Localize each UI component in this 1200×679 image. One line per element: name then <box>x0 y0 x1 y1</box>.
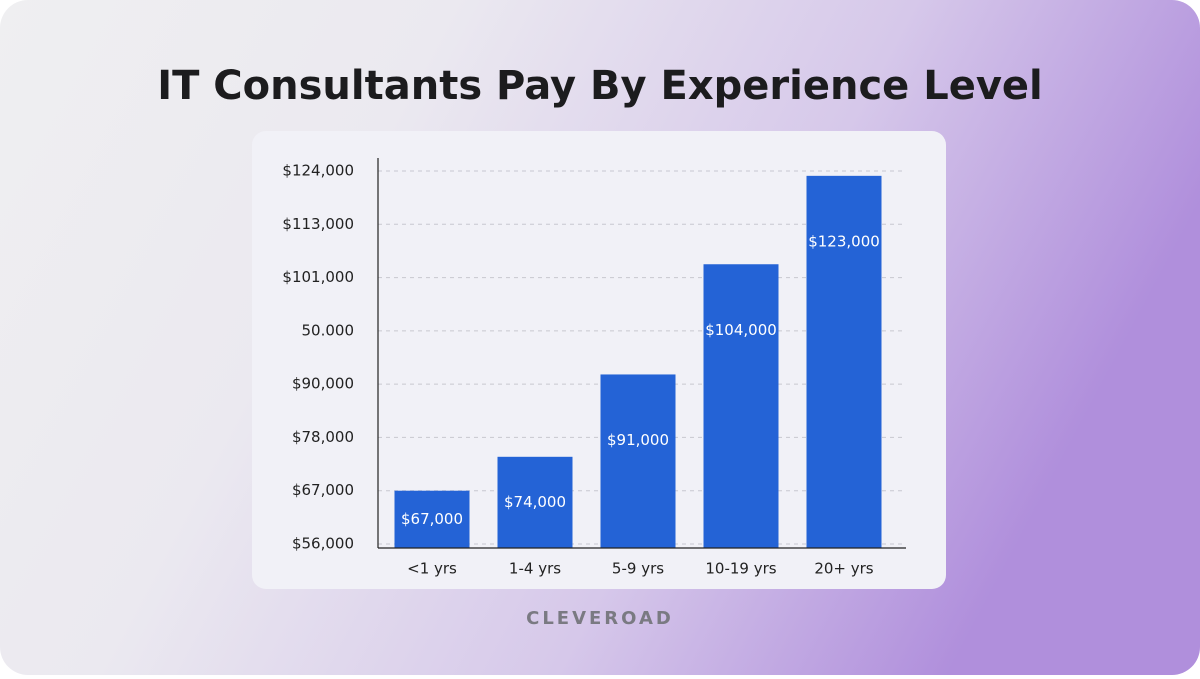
y-tick-label: $90,000 <box>292 375 354 393</box>
bar <box>600 374 676 548</box>
y-tick-label: $67,000 <box>292 481 354 499</box>
x-tick-label: 5-9 yrs <box>612 560 664 578</box>
x-tick-label: 1-4 yrs <box>509 560 561 578</box>
y-tick-label: 50.000 <box>302 321 355 339</box>
x-tick-label: 10-19 yrs <box>705 560 776 578</box>
data-label: $67,000 <box>401 510 463 528</box>
bar <box>497 456 573 548</box>
chart-title: IT Consultants Pay By Experience Level <box>157 63 1043 109</box>
y-tick-label: $56,000 <box>292 535 354 553</box>
data-label: $123,000 <box>808 232 880 250</box>
x-tick-label: <1 yrs <box>407 560 457 578</box>
bar <box>394 490 470 548</box>
data-label: $104,000 <box>705 321 777 339</box>
y-tick-label: $101,000 <box>282 268 354 286</box>
y-tick-label: $113,000 <box>282 215 354 233</box>
bar <box>806 175 882 548</box>
bar <box>703 264 779 548</box>
data-label: $74,000 <box>504 493 566 511</box>
y-tick-label: $124,000 <box>282 162 354 180</box>
watermark: CLEVEROAD <box>526 608 674 629</box>
plot-area: $56,000 $67,000 $78,000 $90,000 50.000 $101,0… <box>282 162 906 578</box>
x-tick-label: 20+ yrs <box>814 560 873 578</box>
data-label: $91,000 <box>607 431 669 449</box>
y-tick-label: $78,000 <box>292 428 354 446</box>
